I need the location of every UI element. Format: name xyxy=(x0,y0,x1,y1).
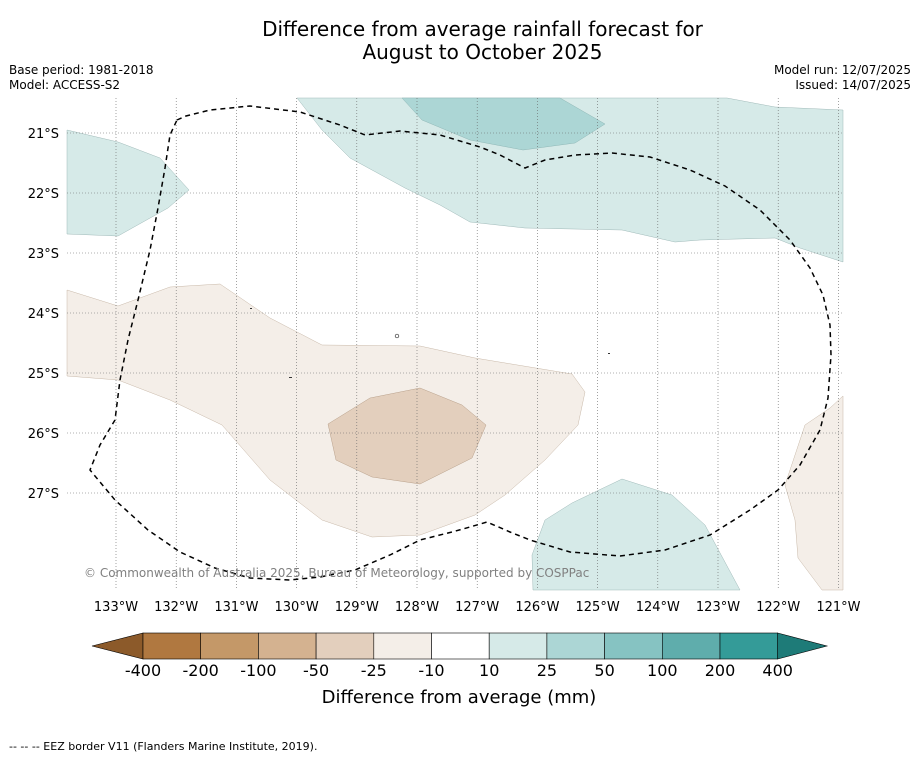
model-info: Base period: 1981-2018 Model: ACCESS-S2 xyxy=(9,63,154,93)
colorbar-tick-label: 10 xyxy=(479,661,499,680)
colorbar-segment xyxy=(719,632,779,660)
latitude-label: 21°S xyxy=(28,127,59,142)
longitude-label: 133°W xyxy=(94,600,138,615)
colorbar-segment xyxy=(661,632,721,660)
colorbar-segment xyxy=(431,632,490,660)
footer-note: -- -- -- EEZ border V11 (Flanders Marine… xyxy=(9,740,318,753)
latitude-labels: 21°S 22°S 23°S 24°S 25°S 26°S 27°S xyxy=(28,127,59,502)
colorbar-tick-label: -100 xyxy=(240,661,276,680)
speck xyxy=(608,353,610,354)
latitude-label: 26°S xyxy=(28,427,59,442)
longitude-label: 129°W xyxy=(335,600,379,615)
eez-border xyxy=(89,105,832,581)
colorbar-tick-label: 200 xyxy=(705,661,736,680)
colorbar xyxy=(91,632,829,660)
colorbar-title: Difference from average (mm) xyxy=(322,687,597,708)
longitude-label: 126°W xyxy=(515,600,559,615)
wet-region-north-core xyxy=(401,97,606,151)
colorbar-tick-label: 25 xyxy=(537,661,557,680)
speck xyxy=(250,308,252,309)
colorbar-segment xyxy=(258,632,317,660)
model-run-date: Model run: 12/07/2025 xyxy=(773,63,911,77)
speck xyxy=(394,333,400,339)
latitude-label: 24°S xyxy=(28,307,59,322)
wet-region-south xyxy=(531,478,741,591)
colorbar-tick-label: 100 xyxy=(647,661,678,680)
colorbar-tick-label: -200 xyxy=(183,661,219,680)
colorbar-segment xyxy=(200,632,259,660)
longitude-label: 132°W xyxy=(154,600,198,615)
longitude-label: 124°W xyxy=(636,600,680,615)
longitude-label: 122°W xyxy=(756,600,800,615)
longitude-label: 128°W xyxy=(395,600,439,615)
latitude-label: 22°S xyxy=(28,187,59,202)
longitude-label: 125°W xyxy=(576,600,620,615)
longitude-label: 121°W xyxy=(816,600,860,615)
map-area: © Commonwealth of Australia 2025, Bureau… xyxy=(66,97,844,591)
colorbar-tick-label: -10 xyxy=(418,661,444,680)
colorbar-segment xyxy=(546,632,605,660)
colorbar-arrow-low xyxy=(91,632,144,660)
title-line-2: August to October 2025 xyxy=(362,40,603,64)
colorbar-segment xyxy=(373,632,432,660)
run-info: Model run: 12/07/2025 Issued: 14/07/2025 xyxy=(774,63,911,93)
gridlines xyxy=(67,98,843,590)
longitude-label: 130°W xyxy=(275,600,319,615)
latitude-label: 25°S xyxy=(28,367,59,382)
colorbar-tick-label: 400 xyxy=(762,661,793,680)
dry-region-core xyxy=(327,387,487,485)
colorbar-segment xyxy=(604,632,663,660)
colorbar-tick-label: -50 xyxy=(303,661,329,680)
longitude-label: 123°W xyxy=(696,600,740,615)
map-title: Difference from average rainfall forecas… xyxy=(0,18,919,64)
issued-date: Issued: 14/07/2025 xyxy=(795,78,911,92)
wet-region-north xyxy=(296,97,844,263)
longitude-label: 131°W xyxy=(214,600,258,615)
model-name: Model: ACCESS-S2 xyxy=(9,78,121,92)
colorbar-tick-label: -400 xyxy=(125,661,161,680)
copyright-text: © Commonwealth of Australia 2025, Bureau… xyxy=(84,566,589,580)
colorbar-segment xyxy=(488,632,548,660)
wet-region-west xyxy=(66,129,190,237)
dry-region-central xyxy=(66,283,586,538)
speck xyxy=(289,377,292,378)
colorbar-tick-label: -25 xyxy=(361,661,387,680)
colorbar-tick-label: 50 xyxy=(594,661,614,680)
longitude-labels: 133°W 132°W 131°W 130°W 129°W 128°W 127°W 126°W… xyxy=(94,600,861,615)
title-line-1: Difference from average rainfall forecas… xyxy=(262,17,703,41)
longitude-label: 127°W xyxy=(455,600,499,615)
colorbar-segment xyxy=(142,632,202,660)
colorbar-tick-labels: -400 -200 -100 -50 -25 -10 10 25 50 100 200 400 xyxy=(125,661,793,680)
colorbar-segment xyxy=(315,632,375,660)
colorbar-arrow-high xyxy=(777,632,829,660)
base-period: Base period: 1981-2018 xyxy=(9,63,154,77)
latitude-label: 27°S xyxy=(28,487,59,502)
latitude-label: 23°S xyxy=(28,247,59,262)
